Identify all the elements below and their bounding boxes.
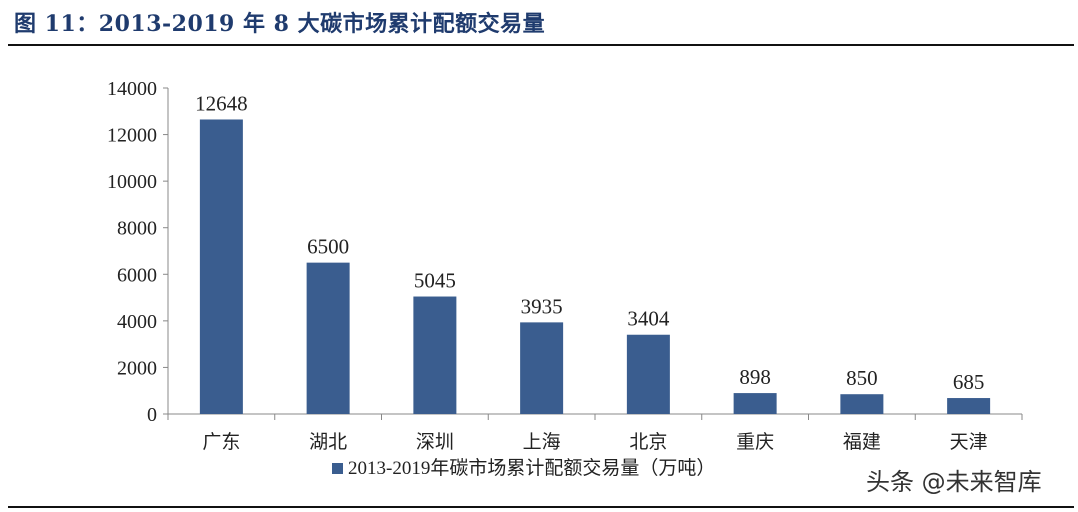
data-label: 898: [739, 365, 771, 389]
bar: [947, 398, 991, 414]
bar: [733, 393, 777, 414]
y-axis: 0 2000 4000 6000 8000 10000 12000 14000: [107, 78, 169, 426]
bar: [840, 394, 884, 414]
bar: [520, 322, 564, 414]
data-label: 6500: [307, 235, 349, 259]
x-tick-label: 深圳: [416, 431, 454, 453]
data-labels: 12648 6500 5045 3935 3404 898 850 685: [195, 91, 984, 394]
bar: [626, 334, 670, 414]
x-tick-label: 广东: [202, 431, 240, 453]
legend-swatch: [332, 463, 343, 474]
y-tick-label: 8000: [117, 218, 157, 240]
bar: [199, 119, 243, 414]
data-label: 3404: [627, 307, 670, 331]
x-tick-label: 北京: [629, 431, 667, 453]
legend: 2013-2019年碳市场累计配额交易量（万吨）: [332, 457, 715, 479]
bar: [306, 262, 350, 414]
y-tick-label: 2000: [117, 357, 157, 379]
top-divider: [8, 44, 1074, 46]
data-label: 12648: [195, 91, 248, 115]
y-tick-label: 0: [147, 404, 157, 426]
bottom-divider: [8, 506, 1074, 508]
y-tick-label: 12000: [107, 125, 157, 147]
y-tick-label: 4000: [117, 311, 157, 333]
x-tick-label: 天津: [950, 431, 988, 453]
x-tick-label: 上海: [523, 431, 561, 453]
x-axis: 广东 湖北 深圳 上海 北京 重庆 福建 天津: [167, 413, 1023, 453]
figure-title: 图 11：2013-2019 年 8 大碳市场累计配额交易量: [14, 11, 546, 37]
y-tick-label: 10000: [107, 171, 157, 193]
data-label: 5045: [414, 269, 456, 293]
y-tick-label: 6000: [117, 264, 157, 286]
data-label: 850: [846, 366, 878, 390]
x-tick-label: 重庆: [736, 431, 774, 453]
bar: [413, 296, 457, 414]
data-label: 685: [953, 370, 985, 394]
x-tick-label: 福建: [843, 431, 881, 453]
legend-label: 2013-2019年碳市场累计配额交易量（万吨）: [348, 457, 715, 479]
data-label: 3935: [521, 294, 563, 318]
watermark-text: 头条 @未来智库: [866, 468, 1042, 496]
bar-series: [199, 119, 991, 414]
y-tick-label: 14000: [107, 78, 157, 100]
x-tick-label: 湖北: [309, 431, 347, 453]
